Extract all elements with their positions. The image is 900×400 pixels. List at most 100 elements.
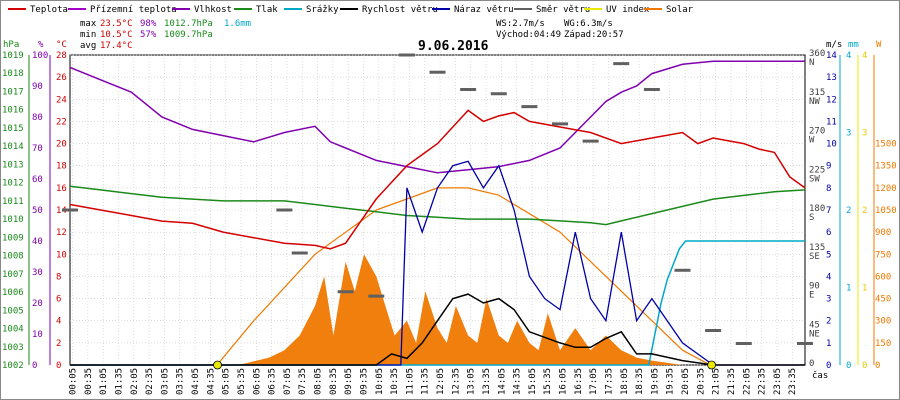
tick-hpa: 1009	[2, 233, 24, 243]
tick-dir: 180	[809, 204, 825, 214]
series-pressure	[69, 185, 806, 226]
tick-time: 19:35	[666, 368, 676, 395]
tick-dir: 135	[809, 243, 825, 253]
tick-c: 14	[56, 206, 67, 216]
tick-ms: 4	[826, 272, 831, 282]
tick-time: 21:05	[712, 368, 722, 395]
legend-label: UV index	[606, 5, 650, 15]
axis-unit-c: °C	[56, 40, 67, 50]
tick-time: 13:35	[482, 368, 492, 395]
tick-hpa: 1004	[2, 325, 24, 335]
tick-w: 1200	[875, 184, 897, 194]
tick-time: 14:05	[497, 368, 507, 395]
stat-rain: 1.6mm	[224, 19, 251, 29]
tick-time: 23:05	[773, 368, 783, 395]
tick-dir: 270	[809, 127, 825, 137]
tick-dir: 225	[809, 165, 825, 175]
tick-w: 750	[875, 250, 891, 260]
tick-hpa: 1003	[2, 343, 24, 353]
tick-ms: 1	[826, 339, 831, 349]
tick-c: 24	[56, 95, 67, 105]
axis-unit-w: W	[876, 40, 882, 50]
tick-w: 1050	[875, 206, 897, 216]
tick-ms: 5	[826, 250, 831, 260]
tick-hpa: 1019	[2, 51, 24, 61]
tick-uv: 3	[862, 129, 867, 139]
tick-w: 0	[875, 361, 880, 371]
axis-unit-mm: mm	[848, 40, 859, 50]
tick-time: 21:35	[727, 368, 737, 395]
tick-ms: 14	[826, 51, 837, 61]
tick-dir-name: NW	[809, 97, 820, 107]
axis-unit-hpa: hPa	[3, 40, 19, 50]
tick-time: 14:35	[513, 368, 523, 395]
tick-w: 600	[875, 272, 891, 282]
tick-dir: 315	[809, 88, 825, 98]
tick-hpa: 1008	[2, 252, 24, 262]
stat-avg-temp: 17.4°C	[100, 41, 133, 51]
tick-time: 23:35	[788, 368, 798, 395]
stat-sunrise: Východ:04:49	[496, 30, 561, 40]
tick-ms: 2	[826, 317, 831, 327]
tick-time: 15:35	[543, 368, 553, 395]
chart-title: 9.06.2016	[418, 39, 489, 54]
tick-time: 20:35	[696, 368, 706, 395]
tick-time: 16:05	[559, 368, 569, 395]
tick-time: 10:05	[375, 368, 385, 395]
tick-time: 18:05	[620, 368, 630, 395]
stat-avg-label: avg	[80, 41, 96, 51]
tick-w: 300	[875, 317, 891, 327]
tick-c: 16	[56, 184, 67, 194]
tick-pct: 40	[32, 237, 43, 247]
legend-label: Tlak	[256, 5, 278, 15]
tick-time: 04:35	[206, 368, 216, 395]
tick-c: 26	[56, 73, 67, 83]
tick-uv: 2	[862, 206, 867, 216]
tick-ms: 13	[826, 73, 837, 83]
tick-hpa: 1018	[2, 69, 24, 79]
tick-dir-name: S	[809, 213, 814, 223]
axis-unit-ms: m/s	[826, 40, 842, 50]
tick-time: 02:35	[145, 368, 155, 395]
tick-time: 12:05	[436, 368, 446, 395]
legend-label: Rychlost větru	[362, 5, 438, 15]
tick-dir-name: E	[809, 291, 814, 301]
tick-w: 1500	[875, 140, 897, 150]
tick-hpa: 1013	[2, 160, 24, 170]
legend-label: Vlhkost	[194, 5, 232, 15]
tick-time: 22:35	[758, 368, 768, 395]
tick-hpa: 1016	[2, 106, 24, 116]
tick-uv: 0	[862, 361, 867, 371]
tick-ms: 11	[826, 117, 837, 127]
series-temperature	[69, 109, 806, 250]
tick-pct: 60	[32, 175, 43, 185]
tick-c: 12	[56, 228, 67, 238]
tick-hpa: 1010	[2, 215, 24, 225]
tick-time: 09:35	[359, 368, 369, 395]
tick-hpa: 1011	[2, 197, 24, 207]
tick-pct: 50	[32, 206, 43, 216]
series-humidity	[69, 60, 805, 174]
tick-time: 08:05	[314, 368, 324, 395]
tick-time: 00:05	[69, 368, 79, 395]
series-wind-speed	[70, 293, 805, 366]
tick-time: 04:05	[191, 368, 201, 395]
tick-time: 16:35	[574, 368, 584, 395]
uv-marker	[213, 360, 222, 370]
tick-time: 05:35	[237, 368, 247, 395]
stat-max-temp: 23.5°C	[100, 19, 133, 29]
tick-time: 03:05	[160, 368, 170, 395]
tick-pct: 20	[32, 299, 43, 309]
tick-c: 28	[56, 51, 67, 61]
tick-dir: 360	[809, 49, 825, 59]
tick-uv: 4	[862, 51, 867, 61]
tick-time: 01:35	[114, 368, 124, 395]
series-rain	[70, 240, 805, 366]
tick-dir-name: N	[809, 58, 814, 68]
stat-max-label: max	[80, 19, 97, 29]
tick-c: 20	[56, 140, 67, 150]
tick-time: 00:35	[84, 368, 94, 395]
tick-hpa: 1005	[2, 306, 24, 316]
tick-time: 07:05	[283, 368, 293, 395]
